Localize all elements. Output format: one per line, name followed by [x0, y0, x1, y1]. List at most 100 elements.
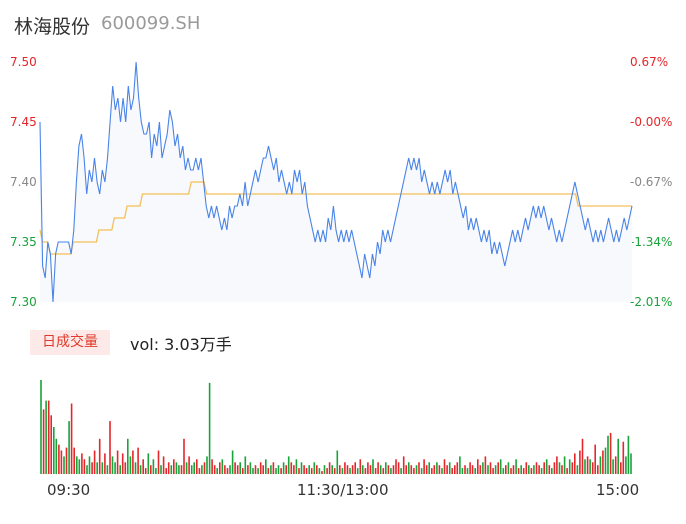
- volume-bar: [612, 459, 614, 474]
- volume-bar: [254, 465, 257, 474]
- volume-bar: [185, 462, 188, 475]
- volume-bar: [418, 462, 420, 475]
- volume-bar: [193, 462, 195, 475]
- volume-bar: [517, 468, 520, 474]
- volume-bar: [356, 468, 359, 474]
- volume-bar: [249, 462, 252, 475]
- volume-bar: [333, 468, 336, 474]
- volume-bar: [101, 462, 104, 475]
- volume-bar: [471, 465, 474, 474]
- price-tick-label: 7.50: [10, 55, 37, 69]
- volume-bar: [586, 456, 589, 474]
- volume-bar: [86, 465, 88, 474]
- volume-bar: [627, 435, 630, 474]
- volume-bar: [76, 456, 78, 474]
- volume-bar: [242, 468, 244, 474]
- price-tick-label: 7.45: [10, 115, 37, 129]
- volume-bar: [563, 456, 566, 474]
- price-tick-label: 7.40: [10, 175, 37, 189]
- volume-bar: [379, 465, 382, 474]
- volume-bar: [520, 465, 522, 474]
- volume-bar: [213, 465, 216, 474]
- volume-bar: [147, 453, 150, 474]
- volume-bar: [487, 465, 489, 474]
- volume-bar: [423, 459, 425, 474]
- volume-bar: [566, 468, 568, 474]
- volume-bar: [599, 456, 602, 474]
- volume-bar: [571, 462, 574, 475]
- volume-bar: [402, 456, 405, 474]
- volume-bar: [607, 435, 609, 474]
- volume-bar: [313, 462, 316, 475]
- volume-bar: [354, 462, 356, 475]
- volume-bar: [236, 465, 239, 474]
- volume-bar: [553, 462, 556, 475]
- volume-bar: [129, 456, 132, 474]
- volume-bar: [392, 465, 395, 474]
- volume-bar: [139, 465, 142, 474]
- volume-bar: [157, 450, 160, 474]
- volume-bar: [323, 465, 326, 474]
- volume-bar: [42, 409, 45, 474]
- volume-bar: [344, 462, 346, 475]
- volume-bar: [203, 462, 206, 475]
- volume-bar: [558, 462, 561, 475]
- volume-bar: [60, 450, 63, 474]
- price-tick-label: 7.35: [10, 235, 37, 249]
- volume-bar: [492, 468, 494, 474]
- volume-bar: [183, 438, 185, 475]
- volume-bar: [178, 465, 180, 474]
- volume-bar: [497, 462, 499, 475]
- volume-bar: [351, 465, 354, 474]
- volume-bar: [522, 468, 525, 474]
- volume-bar: [336, 450, 339, 474]
- volume-bar: [448, 462, 451, 475]
- volume-bar: [137, 447, 139, 474]
- pct-tick-label: -0.00%: [630, 115, 673, 129]
- volume-bar: [55, 438, 58, 475]
- volume-bar: [346, 465, 349, 474]
- volume-bar: [602, 450, 604, 474]
- daily-volume-badge[interactable]: 日成交量: [30, 330, 110, 355]
- volume-bar: [119, 465, 121, 474]
- volume-bar: [173, 459, 175, 474]
- volume-bar: [201, 465, 203, 474]
- volume-bar: [216, 468, 218, 474]
- volume-bar: [630, 453, 632, 474]
- volume-bar: [505, 465, 507, 474]
- volume-bar: [285, 465, 287, 474]
- volume-bar: [548, 465, 551, 474]
- volume-bar: [303, 465, 305, 474]
- volume-bar: [229, 465, 231, 474]
- volume-bar: [244, 456, 247, 474]
- volume-bar: [482, 462, 484, 475]
- volume-bar: [561, 465, 563, 474]
- volume-bar: [310, 468, 313, 474]
- pct-tick-label: -1.34%: [630, 235, 673, 249]
- volume-bar: [326, 468, 328, 474]
- volume-bar: [620, 462, 622, 475]
- volume-bar: [116, 450, 119, 474]
- volume-bar: [382, 468, 385, 474]
- volume-bar: [446, 465, 448, 474]
- volume-bar: [538, 465, 540, 474]
- volume-bar: [489, 462, 492, 475]
- volume-bar: [50, 415, 52, 475]
- volume-bar: [239, 462, 241, 475]
- volume-bar: [494, 465, 497, 474]
- volume-bar: [221, 459, 224, 474]
- volume-bar: [533, 465, 535, 474]
- volume-bar: [98, 438, 101, 475]
- volume-bar: [247, 465, 249, 474]
- volume-bar: [581, 438, 584, 475]
- volume-bar: [124, 462, 127, 475]
- price-area-fill: [40, 62, 632, 302]
- volume-bar: [479, 465, 482, 474]
- volume-bar: [535, 462, 538, 475]
- volume-bar: [456, 462, 459, 475]
- volume-bar: [231, 450, 234, 474]
- volume-bar: [121, 453, 124, 474]
- volume-bar: [298, 468, 300, 474]
- volume-bar: [339, 465, 341, 474]
